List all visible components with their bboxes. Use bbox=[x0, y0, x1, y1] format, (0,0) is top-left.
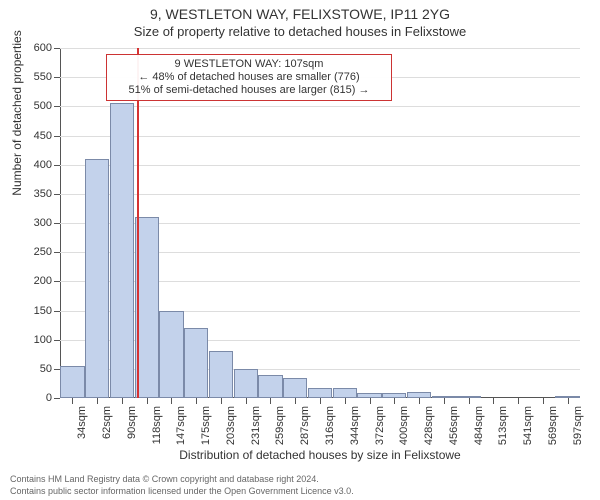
x-tick bbox=[122, 398, 123, 404]
x-tick bbox=[543, 398, 544, 404]
y-tick-label: 300 bbox=[20, 217, 52, 229]
y-tick-label: 100 bbox=[20, 334, 52, 346]
x-tick bbox=[171, 398, 172, 404]
x-tick bbox=[320, 398, 321, 404]
x-axis-title: Distribution of detached houses by size … bbox=[60, 448, 580, 462]
x-tick bbox=[147, 398, 148, 404]
histogram-bar bbox=[184, 328, 208, 398]
histogram-bar bbox=[333, 388, 357, 399]
histogram-bar bbox=[159, 311, 183, 399]
y-tick-label: 600 bbox=[20, 42, 52, 54]
y-axis-title: Number of detached properties bbox=[10, 3, 24, 223]
y-tick-label: 0 bbox=[20, 392, 52, 404]
x-tick bbox=[270, 398, 271, 404]
x-tick bbox=[394, 398, 395, 404]
y-tick-label: 500 bbox=[20, 100, 52, 112]
footer-line2: Contains public sector information licen… bbox=[10, 486, 354, 496]
y-tick bbox=[54, 340, 60, 341]
histogram-bar bbox=[283, 378, 307, 398]
histogram-bar bbox=[85, 159, 109, 398]
histogram-bar bbox=[308, 388, 332, 399]
footer-line1: Contains HM Land Registry data © Crown c… bbox=[10, 474, 319, 484]
x-tick bbox=[568, 398, 569, 404]
y-tick bbox=[54, 223, 60, 224]
histogram-bar bbox=[234, 369, 258, 398]
x-tick bbox=[295, 398, 296, 404]
y-tick bbox=[54, 165, 60, 166]
x-tick bbox=[246, 398, 247, 404]
x-tick bbox=[221, 398, 222, 404]
page-subtitle: Size of property relative to detached ho… bbox=[0, 24, 600, 39]
y-tick bbox=[54, 398, 60, 399]
x-tick bbox=[469, 398, 470, 404]
y-tick bbox=[54, 252, 60, 253]
y-tick-label: 200 bbox=[20, 275, 52, 287]
y-tick-label: 50 bbox=[20, 363, 52, 375]
histogram-bar bbox=[110, 103, 134, 398]
x-tick bbox=[444, 398, 445, 404]
y-tick bbox=[54, 136, 60, 137]
y-tick bbox=[54, 281, 60, 282]
y-tick-label: 400 bbox=[20, 159, 52, 171]
annotation-box: 9 WESTLETON WAY: 107sqm ← 48% of detache… bbox=[106, 54, 392, 101]
x-tick bbox=[370, 398, 371, 404]
y-tick bbox=[54, 311, 60, 312]
x-tick bbox=[196, 398, 197, 404]
x-tick bbox=[419, 398, 420, 404]
annotation-line2: ← 48% of detached houses are smaller (77… bbox=[113, 71, 385, 84]
y-tick bbox=[54, 369, 60, 370]
y-tick-label: 350 bbox=[20, 188, 52, 200]
annotation-line3: 51% of semi-detached houses are larger (… bbox=[113, 84, 385, 97]
histogram-bar bbox=[258, 375, 282, 398]
y-tick bbox=[54, 194, 60, 195]
y-tick-label: 550 bbox=[20, 71, 52, 83]
histogram-bar bbox=[60, 366, 84, 398]
y-tick-label: 150 bbox=[20, 305, 52, 317]
y-tick bbox=[54, 77, 60, 78]
histogram-bar bbox=[209, 351, 233, 398]
page-title: 9, WESTLETON WAY, FELIXSTOWE, IP11 2YG bbox=[0, 6, 600, 22]
y-tick-label: 250 bbox=[20, 246, 52, 258]
x-tick bbox=[72, 398, 73, 404]
annotation-line1: 9 WESTLETON WAY: 107sqm bbox=[113, 58, 385, 71]
x-tick bbox=[518, 398, 519, 404]
x-tick bbox=[493, 398, 494, 404]
y-tick bbox=[54, 106, 60, 107]
x-tick bbox=[97, 398, 98, 404]
y-tick bbox=[54, 48, 60, 49]
x-tick bbox=[345, 398, 346, 404]
y-tick-label: 450 bbox=[20, 130, 52, 142]
